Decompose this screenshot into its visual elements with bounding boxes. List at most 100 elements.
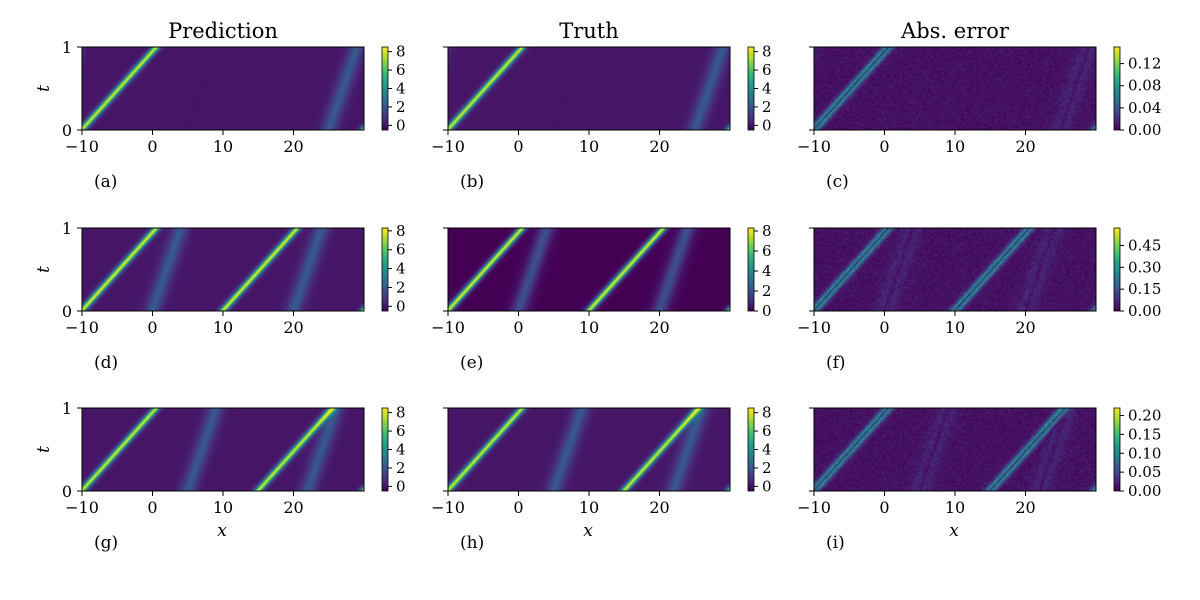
x-tick-label: −10 — [65, 318, 99, 337]
panel-label: (f) — [826, 353, 846, 373]
colorbar-tick-label: 0.12 — [1128, 55, 1161, 73]
heatmap-image — [814, 408, 1096, 491]
panel-e: −10 0 10 20 (e) 0 2 4 6 8 — [431, 222, 771, 373]
x-tick-label: −10 — [797, 318, 831, 337]
colorbar-tick-label: 0 — [396, 477, 406, 495]
colorbar-tick-label: 2 — [762, 459, 772, 477]
colorbar-tick-label: 0 — [762, 302, 772, 320]
colorbar-tick-label: 4 — [396, 441, 406, 459]
colorbar-tick-label: 8 — [762, 222, 772, 240]
x-tick-label: 20 — [283, 498, 303, 517]
colorbar-tick-label: 0.10 — [1128, 444, 1161, 462]
colorbar-tick-label: 0.00 — [1128, 302, 1161, 320]
x-tick-label: 0 — [513, 137, 523, 156]
colorbar-tick-label: 6 — [762, 422, 772, 440]
colorbar — [1113, 407, 1121, 492]
y-tick-label: 1 — [62, 399, 72, 418]
x-tick-label: −10 — [431, 318, 465, 337]
x-tick-label: 0 — [147, 137, 157, 156]
x-tick-label: 20 — [283, 137, 303, 156]
x-tick-label: 10 — [213, 318, 233, 337]
colorbar-tick-label: 2 — [762, 282, 772, 300]
x-tick-label: −10 — [65, 137, 99, 156]
heatmap-image — [448, 408, 730, 491]
panel-label: (e) — [460, 353, 483, 373]
y-axis-label: t — [34, 266, 54, 273]
colorbar-tick-label: 0.05 — [1128, 463, 1161, 481]
x-tick-label: 20 — [283, 318, 303, 337]
colorbar — [747, 46, 755, 131]
x-axis-label: x — [949, 521, 959, 541]
x-tick-label: 10 — [579, 318, 599, 337]
panel-label: (a) — [94, 172, 117, 192]
x-tick-label: −10 — [65, 498, 99, 517]
colorbar-tick-label: 6 — [396, 241, 406, 259]
colorbar-tick-label: 0.00 — [1128, 482, 1161, 500]
x-tick-label: 10 — [579, 137, 599, 156]
x-tick-label: −10 — [797, 498, 831, 517]
x-tick-label: 10 — [213, 498, 233, 517]
panel-label: (g) — [94, 533, 118, 553]
heatmap-image — [82, 228, 364, 311]
x-tick-label: 0 — [513, 498, 523, 517]
colorbar-tick-label: 4 — [762, 441, 772, 459]
x-tick-label: 10 — [213, 137, 233, 156]
colorbar-tick-label: 8 — [396, 43, 406, 61]
colorbar-tick-label: 0.20 — [1128, 407, 1161, 425]
column-title: Abs. error — [900, 19, 1010, 43]
colorbar-tick-label: 4 — [762, 262, 772, 280]
x-tick-label: 10 — [945, 137, 965, 156]
colorbar — [747, 407, 755, 492]
colorbar-tick-label: 0.15 — [1128, 280, 1161, 298]
colorbar-tick-label: 0.04 — [1128, 99, 1161, 117]
x-tick-label: 0 — [147, 318, 157, 337]
colorbar-tick-label: 4 — [396, 80, 406, 98]
colorbar — [381, 46, 389, 131]
x-tick-label: 20 — [649, 498, 669, 517]
colorbar-tick-label: 0.15 — [1128, 425, 1161, 443]
panel-i: −10 0 10 20 x (i) 0.000.050.100.150.20 — [797, 407, 1161, 553]
colorbar-tick-label: 0.30 — [1128, 258, 1161, 276]
column-title: Prediction — [168, 19, 278, 43]
colorbar-tick-label: 8 — [396, 222, 406, 240]
heatmap-image — [82, 47, 364, 130]
colorbar — [381, 407, 389, 492]
colorbar-tick-label: 6 — [396, 422, 406, 440]
x-tick-label: −10 — [431, 137, 465, 156]
x-axis-label: x — [217, 521, 227, 541]
y-axis-label: t — [34, 446, 54, 453]
colorbar-tick-label: 6 — [396, 61, 406, 79]
colorbar-tick-label: 0 — [762, 477, 772, 495]
x-tick-label: 0 — [879, 318, 889, 337]
y-tick-label: 1 — [62, 38, 72, 57]
colorbar — [747, 227, 755, 312]
colorbar-tick-label: 2 — [396, 98, 406, 116]
heatmap-image — [814, 228, 1096, 311]
colorbar-tick-label: 4 — [396, 260, 406, 278]
x-tick-label: −10 — [797, 137, 831, 156]
panel-label: (b) — [460, 172, 484, 192]
x-tick-label: 20 — [649, 137, 669, 156]
x-tick-label: 0 — [513, 318, 523, 337]
colorbar-tick-label: 2 — [396, 459, 406, 477]
panel-f: −10 0 10 20 (f) 0.00 0.15 0.30 0.45 — [797, 227, 1161, 373]
panel-label: (c) — [826, 172, 849, 192]
colorbar-tick-label: 2 — [762, 98, 772, 116]
colorbar-tick-label: 0.45 — [1128, 236, 1161, 254]
colorbar-tick-label: 8 — [762, 43, 772, 61]
panel-label: (i) — [826, 533, 845, 553]
panel-c: −10 0 10 20 (c) 0.00 0.04 0.08 0.12 — [797, 46, 1161, 192]
colorbar — [381, 227, 389, 312]
colorbar — [1113, 227, 1121, 312]
x-tick-label: 0 — [879, 498, 889, 517]
column-title: Truth — [559, 19, 619, 43]
x-tick-label: 20 — [649, 318, 669, 337]
colorbar-tick-label: 6 — [762, 242, 772, 260]
y-axis-label: t — [34, 85, 54, 92]
panel-label: (h) — [460, 533, 484, 553]
heatmap-image — [814, 47, 1096, 130]
